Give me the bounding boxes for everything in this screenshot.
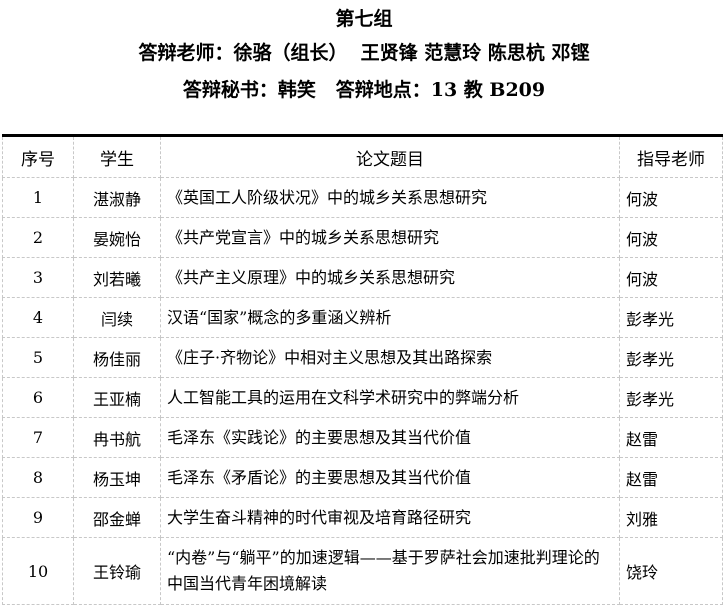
row-advisor: 彭孝光 [619, 337, 723, 378]
table-row: 2 晏婉怡 《共产党宣言》中的城乡关系思想研究 何波 [2, 217, 723, 258]
row-title: 人工智能工具的运用在文科学术研究中的弊端分析 [160, 377, 620, 418]
row-title: 大学生奋斗精神的时代审视及培育路径研究 [160, 497, 620, 538]
row-advisor: 何波 [619, 177, 723, 218]
row-advisor: 彭孝光 [619, 377, 723, 418]
row-student: 晏婉怡 [73, 217, 161, 258]
row-advisor: 刘雅 [619, 497, 723, 538]
table-row: 7 冉书航 毛泽东《实践论》的主要思想及其当代价值 赵雷 [2, 417, 723, 458]
row-advisor: 赵雷 [619, 417, 723, 458]
row-index: 5 [2, 337, 74, 378]
row-index: 10 [2, 537, 74, 605]
row-student: 王铃瑜 [73, 537, 161, 605]
row-title: “内卷”与“躺平”的加速逻辑——基于罗萨社会加速批判理论的中国当代青年困境解读 [160, 537, 620, 605]
table-row: 6 王亚楠 人工智能工具的运用在文科学术研究中的弊端分析 彭孝光 [2, 377, 723, 418]
col-index: 序号 [2, 135, 74, 178]
defense-teachers: 答辩老师：徐骆（组长） 王贤锋 范慧玲 陈思杭 邓铿 [138, 42, 590, 64]
group-title: 第七组 [335, 8, 393, 30]
col-advisor: 指导老师 [619, 135, 723, 178]
table-row: 1 湛淑静 《英国工人阶级状况》中的城乡关系思想研究 何波 [2, 177, 723, 218]
table-row: 9 邵金蝉 大学生奋斗精神的时代审视及培育路径研究 刘雅 [2, 497, 723, 538]
row-index: 8 [2, 457, 74, 498]
row-title: 《英国工人阶级状况》中的城乡关系思想研究 [160, 177, 620, 218]
row-student: 邵金蝉 [73, 497, 161, 538]
table-row: 10 王铃瑜 “内卷”与“躺平”的加速逻辑——基于罗萨社会加速批判理论的中国当代青年… [2, 537, 723, 605]
table-header: 序号 学生 论文题目 指导老师 [2, 135, 723, 178]
row-advisor: 赵雷 [619, 457, 723, 498]
row-student: 刘若曦 [73, 257, 161, 298]
row-student: 杨佳丽 [73, 337, 161, 378]
row-title: 《共产主义原理》中的城乡关系思想研究 [160, 257, 620, 298]
thesis-table: 序号 学生 论文题目 指导老师 1 湛淑静 《英国工人阶级状况》中的城乡关系思想研究… [2, 134, 723, 605]
row-title: 毛泽东《矛盾论》的主要思想及其当代价值 [160, 457, 620, 498]
row-index: 2 [2, 217, 74, 258]
table-row: 8 杨玉坤 毛泽东《矛盾论》的主要思想及其当代价值 赵雷 [2, 457, 723, 498]
row-index: 3 [2, 257, 74, 298]
row-advisor: 何波 [619, 217, 723, 258]
row-student: 湛淑静 [73, 177, 161, 218]
row-student: 闫续 [73, 297, 161, 338]
table-row: 3 刘若曦 《共产主义原理》中的城乡关系思想研究 何波 [2, 257, 723, 298]
row-title: 《庄子·齐物论》中相对主义思想及其出路探索 [160, 337, 620, 378]
row-index: 7 [2, 417, 74, 458]
row-title: 毛泽东《实践论》的主要思想及其当代价值 [160, 417, 620, 458]
col-title: 论文题目 [160, 135, 620, 178]
row-title: 汉语“国家”概念的多重涵义辨析 [160, 297, 620, 338]
table-row: 4 闫续 汉语“国家”概念的多重涵义辨析 彭孝光 [2, 297, 723, 338]
row-index: 1 [2, 177, 74, 218]
row-index: 9 [2, 497, 74, 538]
table-row: 5 杨佳丽 《庄子·齐物论》中相对主义思想及其出路探索 彭孝光 [2, 337, 723, 378]
secretary-and-place: 答辩秘书：韩笑 答辩地点：13 教 B209 [182, 79, 546, 101]
row-student: 冉书航 [73, 417, 161, 458]
row-student: 王亚楠 [73, 377, 161, 418]
row-index: 6 [2, 377, 74, 418]
row-title: 《共产党宣言》中的城乡关系思想研究 [160, 217, 620, 258]
row-student: 杨玉坤 [73, 457, 161, 498]
row-advisor: 何波 [619, 257, 723, 298]
col-student: 学生 [73, 135, 161, 178]
row-index: 4 [2, 297, 74, 338]
row-advisor: 饶玲 [619, 537, 723, 605]
row-advisor: 彭孝光 [619, 297, 723, 338]
